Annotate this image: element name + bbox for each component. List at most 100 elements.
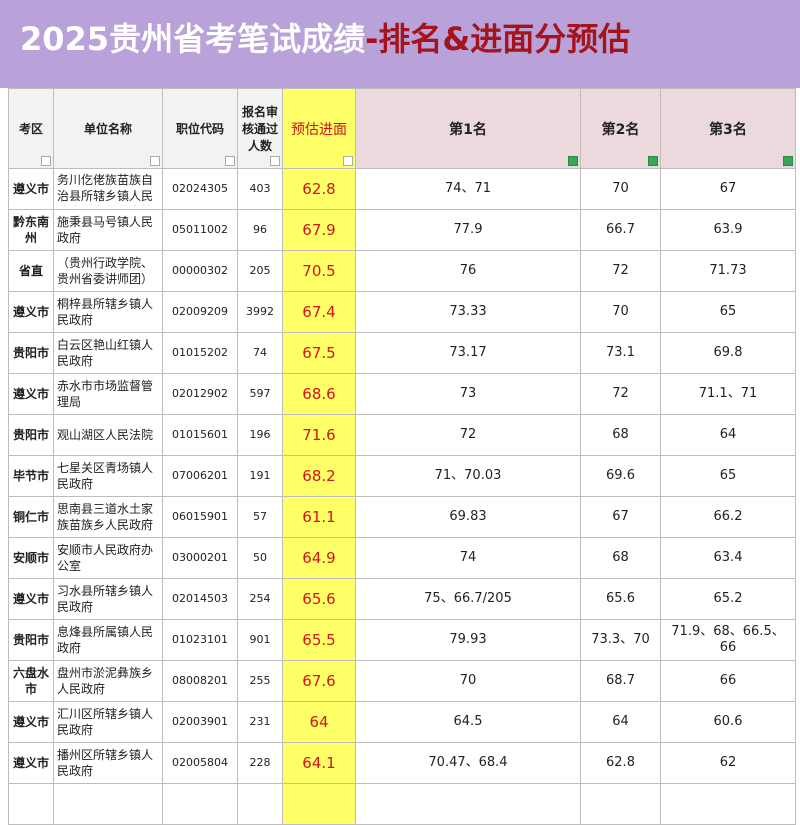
- table-cell: 73.17: [355, 332, 581, 374]
- table-cell: 62.8: [580, 742, 661, 784]
- unit-name: 习水县所辖乡镇人民政府: [57, 584, 154, 614]
- table-row: 铜仁市 思南县三道水土家族苗族乡人民政府 06015901 57 61.1 69.83 67…: [8, 496, 796, 538]
- table-row: 毕节市 七星关区青场镇人民政府 07006201 191 68.2 71、70.03 69.…: [8, 455, 796, 497]
- table-cell: 67.5: [282, 332, 356, 374]
- table-cell: 65.5: [282, 619, 356, 661]
- table-cell: 57: [237, 496, 283, 538]
- table-cell: 72: [580, 373, 661, 415]
- unit-name: 息烽县所属镇人民政府: [57, 625, 154, 655]
- table-cell: 73.33: [355, 291, 581, 333]
- table-cell: 铜仁市: [8, 496, 54, 538]
- table-cell: 遵义市: [8, 291, 54, 333]
- table-cell: 74、71: [355, 168, 581, 210]
- table-cell: 01015202: [162, 332, 238, 374]
- table-cell: 01015601: [162, 414, 238, 456]
- score-table: 考区 单位名称 职位代码 报名审核通过人数 预估进面 第1名 第2名 第3名 遵义市 务川仡佬族…: [8, 88, 796, 825]
- table-cell: 65.6: [580, 578, 661, 620]
- table-cell: 68: [580, 537, 661, 579]
- table-cell: 07006201: [162, 455, 238, 497]
- table-cell: [355, 783, 581, 825]
- table-cell: 72: [580, 250, 661, 292]
- table-cell: 02005804: [162, 742, 238, 784]
- unit-name: 施秉县马号镇人民政府: [57, 215, 154, 245]
- table-cell: 02009209: [162, 291, 238, 333]
- table-cell: 96: [237, 209, 283, 251]
- table-cell: 66.2: [660, 496, 796, 538]
- table-row: 遵义市 赤水市市场监督管理局 02012902 597 68.6 73 72 71.1、71: [8, 373, 796, 415]
- unit-name: 观山湖区人民法院: [57, 428, 154, 442]
- table-cell: 64: [580, 701, 661, 743]
- table-cell: 02012902: [162, 373, 238, 415]
- table-cell: 遵义市: [8, 742, 54, 784]
- table-cell: 02014503: [162, 578, 238, 620]
- table-cell: 64.9: [282, 537, 356, 579]
- table-cell: 盘州市淤泥彝族乡人民政府: [53, 660, 163, 702]
- column-header: 考区: [8, 88, 54, 169]
- column-header: 预估进面: [282, 88, 356, 169]
- table-cell: 遵义市: [8, 373, 54, 415]
- table-cell: 71.9、68、66.5、66: [660, 619, 796, 661]
- table-cell: 64.1: [282, 742, 356, 784]
- table-cell: 205: [237, 250, 283, 292]
- table-cell: 191: [237, 455, 283, 497]
- table-cell: 省直: [8, 250, 54, 292]
- table-cell: 67.6: [282, 660, 356, 702]
- table-cell: 69.8: [660, 332, 796, 374]
- title-main: 2025贵州省考笔试成绩: [20, 20, 366, 58]
- table-cell: 71、70.03: [355, 455, 581, 497]
- table-cell: 00000302: [162, 250, 238, 292]
- column-header: 报名审核通过人数: [237, 88, 283, 169]
- unit-name: 赤水市市场监督管理局: [57, 379, 154, 409]
- table-row: 遵义市 播州区所辖乡镇人民政府 02005804 228 64.1 70.47、68.4 6…: [8, 742, 796, 784]
- table-row: 遵义市 汇川区所辖乡镇人民政府 02003901 231 64 64.5 64 60.6: [8, 701, 796, 743]
- table-cell: 70.5: [282, 250, 356, 292]
- table-cell: 231: [237, 701, 283, 743]
- table-row: 安顺市 安顺市人民政府办公室 03000201 50 64.9 74 68 63.4: [8, 537, 796, 579]
- title-band: 2025贵州省考笔试成绩-排名&进面分预估: [0, 0, 800, 88]
- table-cell: 01023101: [162, 619, 238, 661]
- unit-name: 桐梓县所辖乡镇人民政府: [57, 297, 154, 327]
- table-cell: 79.93: [355, 619, 581, 661]
- table-row: 省直 （贵州行政学院、贵州省委讲师团） 00000302 205 70.5 76 72 71.…: [8, 250, 796, 292]
- table-cell: 70: [580, 168, 661, 210]
- table-cell: 桐梓县所辖乡镇人民政府: [53, 291, 163, 333]
- table-cell: 08008201: [162, 660, 238, 702]
- table-cell: 66: [660, 660, 796, 702]
- table-cell: 65.6: [282, 578, 356, 620]
- table-cell: 03000201: [162, 537, 238, 579]
- table-cell: 六盘水市: [8, 660, 54, 702]
- table-cell: 安顺市人民政府办公室: [53, 537, 163, 579]
- table-cell: 403: [237, 168, 283, 210]
- table-cell: 05011002: [162, 209, 238, 251]
- unit-name: 七星关区青场镇人民政府: [57, 461, 154, 491]
- table-cell: 74: [355, 537, 581, 579]
- table-row: 贵阳市 观山湖区人民法院 01015601 196 71.6 72 68 64: [8, 414, 796, 456]
- table-cell: 254: [237, 578, 283, 620]
- table-cell: 71.1、71: [660, 373, 796, 415]
- table-cell: 遵义市: [8, 578, 54, 620]
- table-cell: 66.7: [580, 209, 661, 251]
- table-cell: 73.3、70: [580, 619, 661, 661]
- unit-name: （贵州行政学院、贵州省委讲师团）: [57, 256, 154, 286]
- table-row: [8, 783, 796, 825]
- table-cell: 遵义市: [8, 701, 54, 743]
- table-cell: 67: [580, 496, 661, 538]
- table-cell: 597: [237, 373, 283, 415]
- table-cell: 69.6: [580, 455, 661, 497]
- table-cell: 毕节市: [8, 455, 54, 497]
- table-cell: 七星关区青场镇人民政府: [53, 455, 163, 497]
- table-cell: 64: [282, 701, 356, 743]
- column-header: 第1名: [355, 88, 581, 169]
- table-cell: 播州区所辖乡镇人民政府: [53, 742, 163, 784]
- unit-name: 安顺市人民政府办公室: [57, 543, 154, 573]
- table-cell: 思南县三道水土家族苗族乡人民政府: [53, 496, 163, 538]
- unit-name: 播州区所辖乡镇人民政府: [57, 748, 154, 778]
- table-cell: 69.83: [355, 496, 581, 538]
- table-cell: 黔东南州: [8, 209, 54, 251]
- table-cell: 贵阳市: [8, 414, 54, 456]
- table-cell: 贵阳市: [8, 332, 54, 374]
- table-row: 遵义市务川仡佬族苗族自治县所辖乡镇人民政府（街道办事处）020243054036…: [8, 168, 796, 210]
- table-cell: 65.2: [660, 578, 796, 620]
- table-cell: 71.73: [660, 250, 796, 292]
